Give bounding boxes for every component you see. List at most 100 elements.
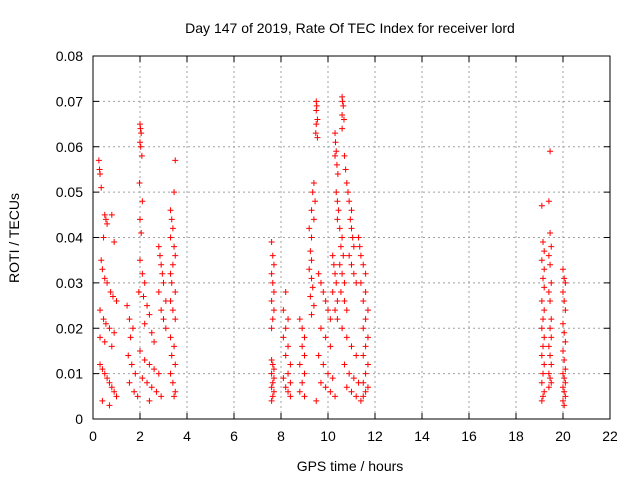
data-point-marker [310,302,317,309]
data-point-marker [126,379,133,386]
data-point-marker [301,334,308,341]
data-point-marker [362,370,369,377]
data-point-marker [151,366,158,373]
y-tick-label: 0.05 [56,184,83,200]
x-axis-label: GPS time / hours [297,458,404,474]
data-point-marker [296,316,303,323]
data-point-marker [560,266,566,273]
data-point-marker [540,275,547,282]
data-point-marker [547,148,554,155]
data-point-marker [280,375,287,382]
data-point-marker [101,275,108,282]
data-point-marker [169,307,176,314]
data-point-marker [107,288,114,295]
data-point-marker [301,370,308,377]
data-point-marker [548,243,555,250]
data-point-marker [172,388,179,395]
data-point-marker [137,216,143,223]
data-point-marker [545,252,552,259]
data-point-marker [137,347,143,354]
data-point-marker [339,98,346,105]
data-point-marker [268,298,275,305]
data-point-marker [541,266,548,273]
data-point-marker [545,198,552,205]
data-point-marker [137,139,143,146]
data-point-marker [313,121,320,128]
data-point-marker [268,239,275,246]
data-point-marker [299,325,306,332]
data-point-marker [269,316,276,323]
data-point-marker [155,370,162,377]
data-point-marker [299,379,306,386]
data-point-marker [538,397,545,404]
data-point-marker [353,393,360,400]
data-point-marker [296,361,303,368]
data-point-marker [109,293,116,300]
data-point-marker [146,361,153,368]
data-point-marker [357,252,364,259]
data-point-marker [282,352,289,359]
data-point-marker [299,343,306,350]
data-point-marker [141,357,148,364]
data-point-marker [269,379,276,386]
data-point-marker [151,338,158,345]
data-point-marker [287,361,294,368]
data-point-marker [561,357,568,364]
data-point-marker [146,397,153,404]
data-point-marker [538,257,545,264]
data-point-marker [97,170,104,177]
data-point-marker [268,325,275,332]
data-point-marker [356,243,363,250]
data-point-marker [327,343,334,350]
data-point-marker [139,198,146,205]
data-point-marker [268,270,275,277]
data-point-marker [333,189,340,196]
y-tick-label: 0 [75,411,83,427]
data-point-marker [169,379,176,386]
data-point-marker [339,325,346,332]
data-point-marker [308,275,315,282]
data-point-marker [342,166,349,173]
data-point-marker [548,379,555,386]
data-point-marker [309,284,316,291]
data-point-marker [113,298,120,305]
data-point-marker [341,361,348,368]
data-point-marker [341,298,348,305]
data-point-marker [343,180,350,187]
data-point-marker [334,198,341,205]
x-tick-label: 6 [230,428,238,444]
data-point-marker [172,361,179,368]
data-series [95,93,569,409]
data-point-marker [360,352,367,359]
data-point-marker [171,189,178,196]
data-point-marker [171,243,178,250]
data-point-marker [102,320,109,327]
data-point-marker [301,393,308,400]
data-point-marker [560,370,566,377]
x-tick-label: 8 [277,428,285,444]
data-point-marker [561,375,568,382]
data-point-marker [357,279,364,286]
data-point-marker [317,325,324,332]
data-point-marker [131,388,138,395]
data-point-marker [541,307,548,314]
data-point-marker [347,216,354,223]
data-point-marker [335,207,342,214]
data-point-marker [355,234,362,241]
data-point-marker [560,384,566,391]
data-point-marker [547,352,554,359]
plot-frame [92,55,611,420]
data-point-marker [308,207,315,214]
data-point-marker [108,211,115,218]
data-point-marker [562,379,569,386]
data-point-marker [167,334,174,341]
data-point-marker [155,243,162,250]
data-point-marker [322,298,329,305]
data-point-marker [332,270,339,277]
data-point-marker [348,388,355,395]
data-point-marker [171,343,178,350]
data-point-marker [545,343,552,350]
data-point-marker [285,370,292,377]
data-point-marker [101,211,108,218]
